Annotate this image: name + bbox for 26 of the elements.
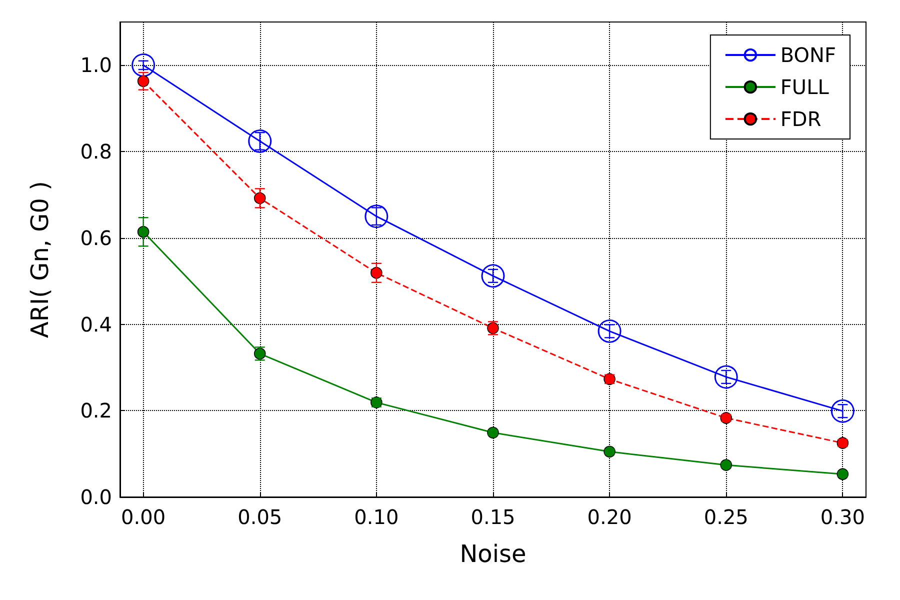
- point: [481, 264, 505, 288]
- x-tick-label: 0.00: [121, 505, 166, 529]
- x-tick-label: 0.30: [820, 505, 865, 529]
- point: [714, 365, 738, 389]
- point: [132, 53, 156, 77]
- point: [364, 204, 388, 228]
- point: [830, 399, 854, 423]
- x-tick-label: 0.20: [587, 505, 632, 529]
- y-tick-label: 0.4: [80, 312, 112, 336]
- x-tick-label: 0.10: [354, 505, 399, 529]
- y-tick-label: 1.0: [80, 53, 112, 78]
- x-tick-label: 0.15: [470, 505, 516, 529]
- point: [370, 266, 382, 279]
- legend-label: FULL: [780, 75, 830, 99]
- y-axis-title: ARI( Gn, G0 ): [26, 180, 54, 338]
- y-tick-label: 0.2: [80, 398, 112, 423]
- y-tick-label: 0.6: [80, 226, 112, 250]
- legend-label: FDR: [780, 107, 822, 131]
- legend-label: BONF: [780, 43, 836, 67]
- point: [598, 319, 622, 343]
- point: [248, 129, 272, 153]
- y-tick-label: 0.0: [80, 485, 112, 509]
- x-tick-label: 0.25: [704, 505, 748, 529]
- y-tick-label: 0.8: [80, 140, 112, 164]
- x-tick-label: 0.05: [238, 505, 282, 529]
- x-axis-title: Noise: [460, 540, 526, 568]
